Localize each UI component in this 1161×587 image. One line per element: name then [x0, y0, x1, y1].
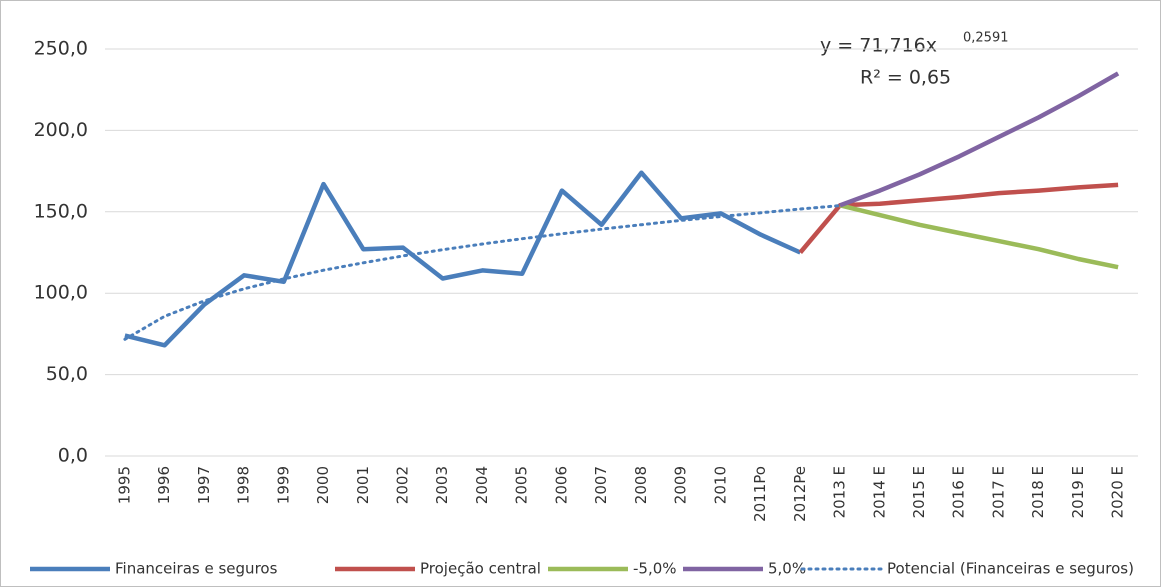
legend-label: 5,0% [768, 560, 806, 578]
x-tick-label: 2018 E [1029, 466, 1047, 518]
series-line [839, 203, 1119, 270]
x-tick-label: 2020 E [1109, 466, 1127, 518]
x-tick-label: 2016 E [950, 466, 968, 518]
series-line [839, 71, 1120, 208]
x-tick-label: 1999 [274, 466, 292, 504]
series-line [123, 204, 842, 341]
x-tick-label: 2004 [473, 466, 491, 504]
x-tick-label: 1995 [115, 466, 133, 504]
x-tick-label: 2017 E [989, 466, 1007, 518]
x-tick-label: 2002 [393, 466, 411, 504]
x-tick-label: 2001 [354, 466, 372, 504]
y-tick-label: 150,0 [34, 200, 88, 222]
x-tick-label: 2000 [314, 466, 332, 504]
x-tick-label: 2003 [433, 466, 451, 504]
y-tick-label: 0,0 [58, 445, 88, 467]
y-tick-label: 250,0 [34, 38, 88, 60]
y-tick-label: 100,0 [34, 282, 88, 304]
trend-equation: y = 71,716x [820, 35, 937, 57]
x-tick-label: 2015 E [910, 466, 928, 518]
x-tick-label: 2012Pe [791, 466, 809, 522]
x-tick-label: 1997 [195, 466, 213, 504]
x-tick-label: 2010 [711, 466, 729, 504]
legend-label: Financeiras e seguros [115, 560, 278, 578]
legend-label: -5,0% [633, 560, 677, 578]
x-tick-label: 2009 [672, 466, 690, 504]
x-tick-label: 1996 [155, 466, 173, 504]
legend-label: Projeção central [420, 560, 541, 578]
x-tick-label: 2019 E [1069, 466, 1087, 518]
y-tick-label: 50,0 [46, 363, 88, 385]
trend-r2: R² = 0,65 [860, 67, 951, 89]
y-tick-label: 200,0 [34, 119, 88, 141]
x-tick-label: 2007 [592, 466, 610, 504]
x-tick-label: 2011Po [751, 466, 769, 522]
series-line [798, 182, 1119, 254]
x-tick-label: 2005 [513, 466, 531, 504]
x-tick-label: 2013 E [831, 466, 849, 518]
legend-label: Potencial (Financeiras e seguros) [887, 560, 1134, 578]
trend-exponent: 0,2591 [963, 31, 1009, 46]
x-tick-label: 2008 [632, 466, 650, 504]
x-tick-label: 1998 [235, 466, 253, 504]
series-line [124, 170, 802, 348]
x-tick-label: 2006 [552, 466, 570, 504]
x-tick-label: 2014 E [870, 466, 888, 518]
